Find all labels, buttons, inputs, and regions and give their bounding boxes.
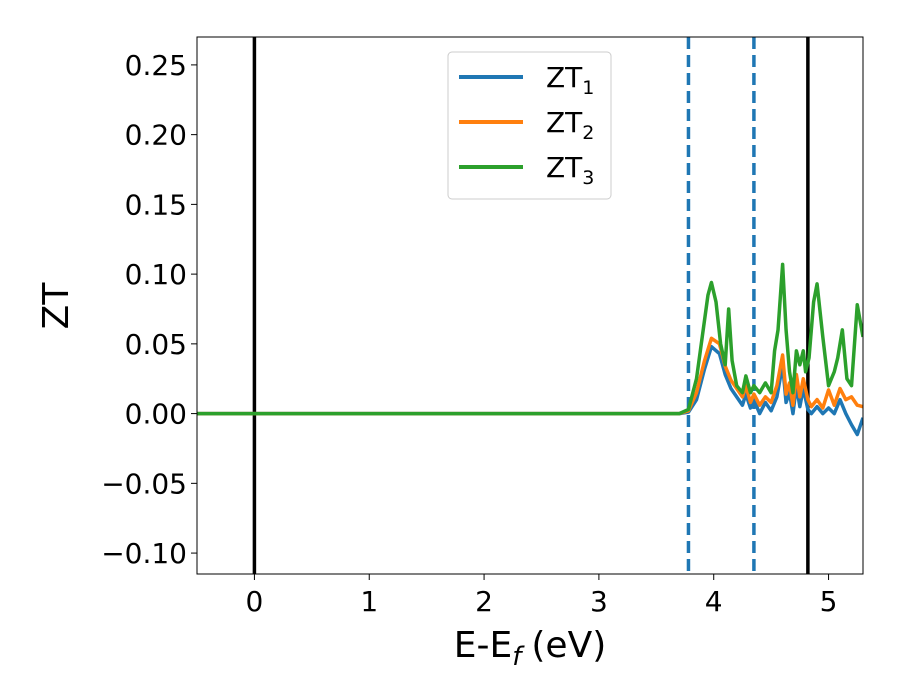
x-axis-label-main: E-E <box>454 625 512 666</box>
y-tick-label: 0.25 <box>125 49 187 82</box>
legend-label-zt2: ZT2 <box>546 106 594 144</box>
series-line-zt3 <box>197 262 863 416</box>
legend-box <box>447 51 612 200</box>
legend-label-zt1: ZT1 <box>546 61 594 99</box>
legend-label-zt3: ZT3 <box>546 151 594 189</box>
y-tick-label: −0.05 <box>101 467 187 500</box>
x-axis: 0 1 2 3 4 5 <box>245 574 837 618</box>
x-axis-label-sub: f <box>512 642 525 672</box>
y-tick-label: 0.00 <box>125 398 187 431</box>
x-tick-label: 0 <box>245 585 263 618</box>
y-tick-label: 0.05 <box>125 328 187 361</box>
series-line-zt2 <box>197 336 863 416</box>
series-layer <box>197 262 863 437</box>
y-tick-label: 0.15 <box>125 188 187 221</box>
y-axis: −0.10 −0.05 0.00 0.05 0.10 0.15 0.20 0.25 <box>101 49 197 570</box>
series-line-zt1 <box>197 344 863 437</box>
legend: ZT1 ZT2 ZT3 <box>447 51 612 200</box>
x-tick-label: 3 <box>590 585 608 618</box>
x-tick-label: 2 <box>475 585 493 618</box>
x-tick-label: 5 <box>820 585 838 618</box>
y-tick-label: 0.10 <box>125 258 187 291</box>
y-tick-label: 0.20 <box>125 119 187 152</box>
x-axis-label-unit: (eV) <box>531 625 606 666</box>
x-tick-label: 1 <box>360 585 378 618</box>
y-tick-label: −0.10 <box>101 537 187 570</box>
plot-frame <box>196 36 864 575</box>
x-tick-label: 4 <box>705 585 723 618</box>
y-axis-label: ZT <box>36 282 77 330</box>
reference-lines <box>252 37 810 574</box>
x-axis-label: E-Ef (eV) <box>454 625 607 672</box>
plot-area <box>196 36 864 575</box>
